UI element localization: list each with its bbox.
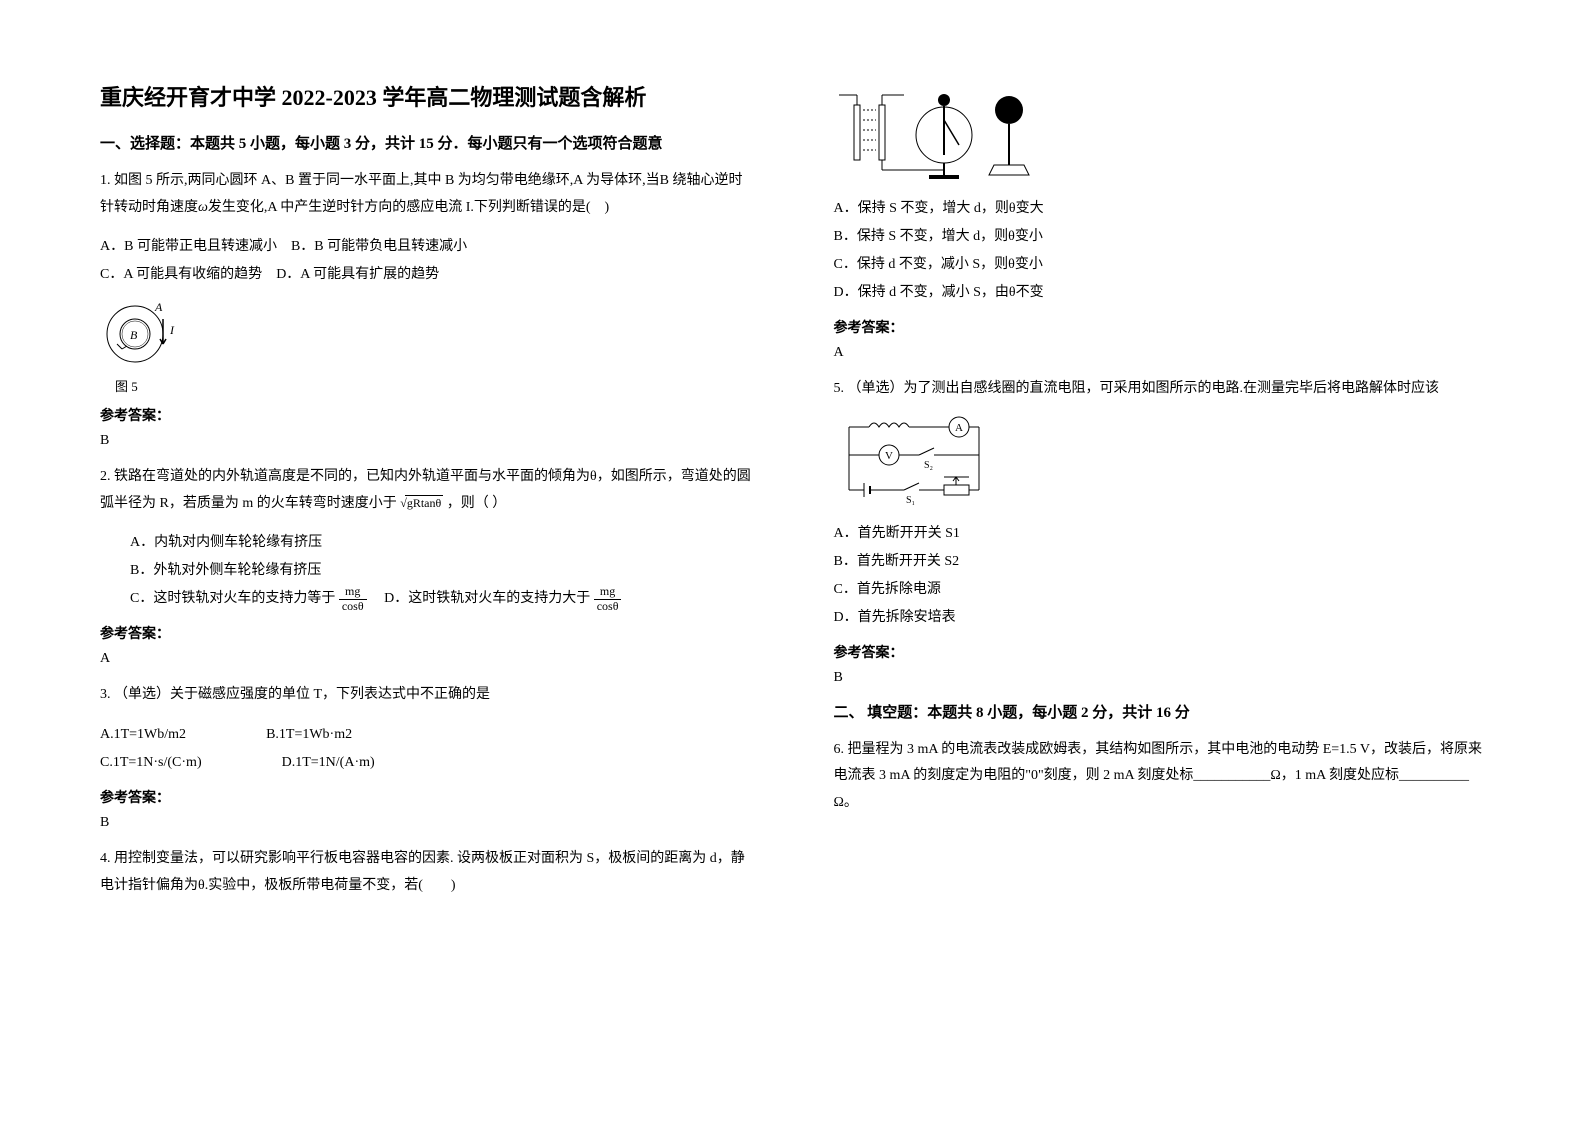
capacitor-circuit-icon [834,90,1064,180]
q1-answer-label: 参考答案： [100,405,754,425]
q2-frac-den-c: cosθ [339,600,367,613]
fraction-icon: mgcosθ [594,585,622,612]
ammeter-label: A [955,422,963,434]
q2-stem: 2. 铁路在弯道处的内外轨道高度是不同的，已知内外轨道平面与水平面的倾角为θ，如… [100,464,754,517]
q2-optD-pre: D．这时铁轨对火车的支持力大于 [384,591,590,606]
section1-header: 一、选择题：本题共 5 小题，每小题 3 分，共计 15 分．每小题只有一个选项… [100,132,754,153]
q4-optC: C．保持 d 不变，减小 S，则θ变小 [834,251,1488,279]
q1-optB: B．B 可能带负电且转速减小 [291,239,467,254]
q1-fig-labelA: A [154,300,163,314]
q1-omega: ω [198,200,208,215]
q5-optC: C．首先拆除电源 [834,576,1488,604]
section2-header: 二、 填空题：本题共 8 小题，每小题 2 分，共计 16 分 [834,701,1488,722]
q3-optCD: C.1T=1N·s/(C·m) D.1T=1N/(A·m) [100,749,754,777]
q4-optB: B．保持 S 不变，增大 d，则θ变小 [834,223,1488,251]
doc-title: 重庆经开育才中学 2022-2023 学年高二物理测试题含解析 [100,80,754,112]
q5-figure: A V S₂ S₁ [834,415,1488,510]
voltmeter-label: V [885,450,893,462]
left-column: 重庆经开育才中学 2022-2023 学年高二物理测试题含解析 一、选择题：本题… [100,80,754,911]
q2-stem2: ，则（ ） [447,496,507,511]
q1-fig-labelI: I [169,323,175,337]
inductor-circuit-icon: A V S₂ S₁ [834,415,994,505]
q2-sqrt-inner: gRtanθ [405,495,443,510]
q5-optB: B．首先断开开关 S2 [834,548,1488,576]
q3-answer: B [100,815,754,831]
q1-optAB: A．B 可能带正电且转速减小 B．B 可能带负电且转速减小 [100,233,754,261]
right-column: A．保持 S 不变，增大 d，则θ变大 B．保持 S 不变，增大 d，则θ变小 … [834,80,1488,911]
q5-answer: B [834,670,1488,686]
q1-stem: 1. 如图 5 所示,两同心圆环 A、B 置于同一水平面上,其中 B 为均匀带电… [100,168,754,221]
q1-figure: A B I 图 5 [100,299,754,395]
fraction-icon: mgcosθ [339,585,367,612]
q1-fig-labelB: B [130,328,138,342]
q4-answer-label: 参考答案： [834,317,1488,337]
sqrt-icon: √gRtanθ [400,492,443,515]
q2-optCD: C．这时铁轨对火车的支持力等于 mgcosθ D．这时铁轨对火车的支持力大于 m… [100,585,754,613]
q5-stem: 5. （单选）为了测出自感线圈的直流电阻，可采用如图所示的电路.在测量完毕后将电… [834,376,1488,403]
q2-optC-pre: C．这时铁轨对火车的支持力等于 [130,591,335,606]
q1-optC: C．A 可能具有收缩的趋势 [100,267,262,282]
q3-optD: D.1T=1N/(A·m) [282,749,375,777]
q4-stem: 4. 用控制变量法，可以研究影响平行板电容器电容的因素. 设两极板正对面积为 S… [100,846,754,899]
concentric-rings-icon: A B I [100,299,190,369]
q1-optD: D．A 可能具有扩展的趋势 [276,267,439,282]
q1-optA: A．B 可能带正电且转速减小 [100,239,277,254]
q1-answer: B [100,433,754,449]
q4-optD: D．保持 d 不变，减小 S，由θ不变 [834,279,1488,307]
q2-answer-label: 参考答案： [100,623,754,643]
q4-answer: A [834,345,1488,361]
q1-stem-text2: 发生变化,A 中产生逆时针方向的感应电流 I.下列判断错误的是( ) [208,200,609,215]
q3-stem: 3. （单选）关于磁感应强度的单位 T，下列表达式中不正确的是 [100,682,754,709]
q3-optC: C.1T=1N·s/(C·m) [100,749,202,777]
q6-stem: 6. 把量程为 3 mA 的电流表改装成欧姆表，其结构如图所示，其中电池的电动势… [834,737,1488,817]
q5-optA: A．首先断开开关 S1 [834,520,1488,548]
s2-label: S₂ [924,460,933,471]
q2-optB: B．外轨对外侧车轮轮缘有挤压 [100,557,754,585]
q2-answer: A [100,651,754,667]
q5-answer-label: 参考答案： [834,642,1488,662]
q3-optB: B.1T=1Wb·m2 [266,721,352,749]
q1-optCD: C．A 可能具有收缩的趋势 D．A 可能具有扩展的趋势 [100,261,754,289]
q2-frac-num-d: mg [594,585,622,599]
q3-answer-label: 参考答案： [100,787,754,807]
q3-optAB: A.1T=1Wb/m2 B.1T=1Wb·m2 [100,721,754,749]
q3-optA: A.1T=1Wb/m2 [100,721,186,749]
q2-frac-den-d: cosθ [594,600,622,613]
q4-figure [834,90,1488,185]
s1-label: S₁ [906,495,915,505]
q2-frac-num-c: mg [339,585,367,599]
q4-optA: A．保持 S 不变，增大 d，则θ变大 [834,195,1488,223]
q2-optA: A．内轨对内侧车轮轮缘有挤压 [100,529,754,557]
q5-optD: D．首先拆除安培表 [834,604,1488,632]
q1-fig-caption: 图 5 [100,376,754,395]
